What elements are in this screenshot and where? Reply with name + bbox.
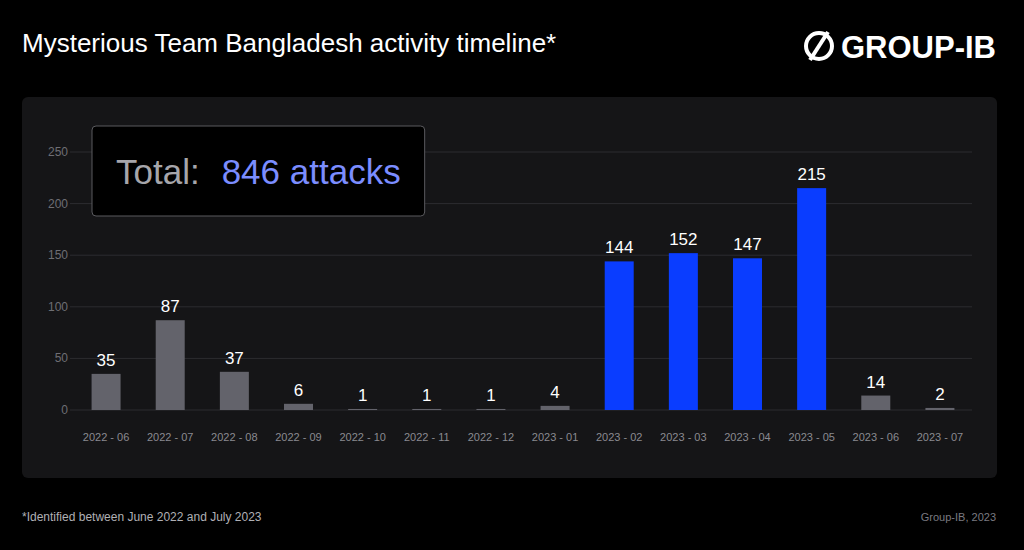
y-tick-label: 100 <box>48 300 68 314</box>
bar <box>92 374 121 410</box>
source: Group-IB, 2023 <box>921 511 996 523</box>
bar <box>156 320 185 410</box>
bar <box>541 406 570 410</box>
background <box>0 0 1024 550</box>
data-label: 14 <box>866 373 885 392</box>
grid-line <box>70 358 972 359</box>
x-tick-label: 2023 - 04 <box>724 431 770 443</box>
annotation-label: Total: <box>116 152 200 191</box>
panel <box>22 97 997 478</box>
x-tick-label: 2022 - 09 <box>275 431 321 443</box>
logo-text: GROUP-IB <box>841 30 996 65</box>
y-tick-label: 250 <box>48 145 68 159</box>
x-tick-label: 2022 - 08 <box>211 431 257 443</box>
annotation: Total: 846 attacks <box>92 126 425 216</box>
x-tick-label: 2022 - 11 <box>404 431 450 443</box>
bar <box>733 258 762 410</box>
annotation-box <box>92 126 425 216</box>
logo-icon-ring <box>806 33 832 59</box>
bar <box>220 372 249 410</box>
title: Mysterious Team Bangladesh activity time… <box>22 28 556 58</box>
x-tick-label: 2022 - 12 <box>468 431 514 443</box>
logo-icon-slash <box>810 32 828 60</box>
grid-line <box>70 306 972 307</box>
bar <box>669 253 698 410</box>
data-label: 4 <box>550 383 559 402</box>
data-label: 6 <box>294 381 303 400</box>
footnote: *Identified between June 2022 and July 2… <box>22 510 262 524</box>
x-tick-label: 2022 - 07 <box>147 431 193 443</box>
data-label: 2 <box>935 385 944 404</box>
x-tick-label: 2023 - 01 <box>532 431 578 443</box>
data-label: 215 <box>797 165 825 184</box>
annotation-value: 846 attacks <box>222 152 401 191</box>
data-label: 152 <box>669 230 697 249</box>
bars <box>92 188 955 410</box>
x-tick-label: 2023 - 02 <box>596 431 642 443</box>
logo-icon <box>806 32 832 60</box>
y-tick-label: 200 <box>48 197 68 211</box>
x-tick-label: 2023 - 07 <box>917 431 963 443</box>
x-tick-label: 2023 - 06 <box>853 431 899 443</box>
data-label: 144 <box>605 238 633 257</box>
bar <box>605 261 634 410</box>
x-tick-label: 2022 - 10 <box>339 431 385 443</box>
data-label: 87 <box>161 297 180 316</box>
x-tick-label: 2023 - 03 <box>660 431 706 443</box>
grid-line <box>70 410 972 411</box>
y-tick-label: 50 <box>55 351 69 365</box>
grid-line <box>70 255 972 256</box>
x-tick-label: 2023 - 05 <box>788 431 834 443</box>
y-tick-label: 0 <box>61 403 68 417</box>
y-tick-label: 150 <box>48 248 68 262</box>
data-label: 1 <box>486 386 495 405</box>
bar <box>476 409 505 410</box>
x-tick-label: 2022 - 06 <box>83 431 129 443</box>
bar <box>284 404 313 410</box>
bar <box>925 408 954 410</box>
bar <box>797 188 826 410</box>
bar <box>348 409 377 410</box>
bar <box>861 396 890 410</box>
data-label: 1 <box>422 386 431 405</box>
chart-root: Mysterious Team Bangladesh activity time… <box>0 0 1024 550</box>
data-label: 35 <box>97 351 116 370</box>
data-label: 147 <box>733 235 761 254</box>
data-label: 37 <box>225 349 244 368</box>
data-label: 1 <box>358 386 367 405</box>
bar <box>412 409 441 410</box>
